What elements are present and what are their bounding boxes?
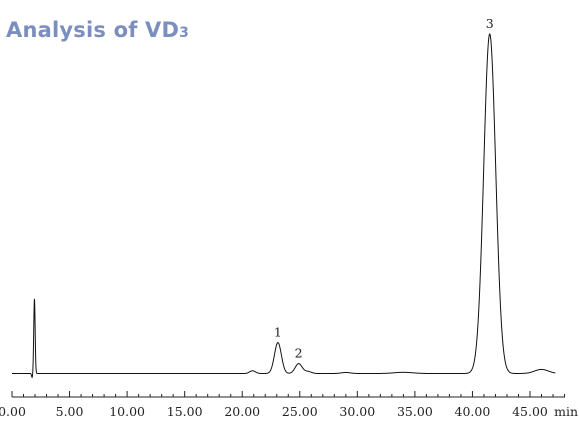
- x-tick-label: 30.00: [339, 404, 375, 419]
- x-tick-label: 25.00: [282, 404, 318, 419]
- x-axis: 0.00 5.00 10.00 15.00 20.00 25.00 30.00 35.00 40…: [0, 391, 578, 419]
- x-tick-label: 5.00: [56, 404, 84, 419]
- peak-label-3: 3: [486, 16, 494, 31]
- x-axis-unit-label: min: [554, 404, 578, 419]
- trace-group: [12, 33, 556, 378]
- x-tick-label: 0.00: [0, 404, 26, 419]
- peak-label-1: 1: [274, 325, 282, 340]
- peak-labels: 12 3: [274, 16, 494, 361]
- x-tick-label: 40.00: [455, 404, 491, 419]
- chart-title-subscript: 3: [179, 25, 190, 41]
- x-tick-label: 15.00: [167, 404, 203, 419]
- chart-title-main: Analysis of VD: [6, 18, 180, 42]
- chart-title: Analysis of VD3: [6, 18, 189, 42]
- x-tick-label: 35.00: [397, 404, 433, 419]
- x-tick-label: 10.00: [109, 404, 145, 419]
- peak-label-2: 2: [295, 346, 303, 361]
- chromatogram-trace: [12, 33, 556, 378]
- x-tick-label: 45.00: [512, 404, 548, 419]
- x-tick-label: 20.00: [224, 404, 260, 419]
